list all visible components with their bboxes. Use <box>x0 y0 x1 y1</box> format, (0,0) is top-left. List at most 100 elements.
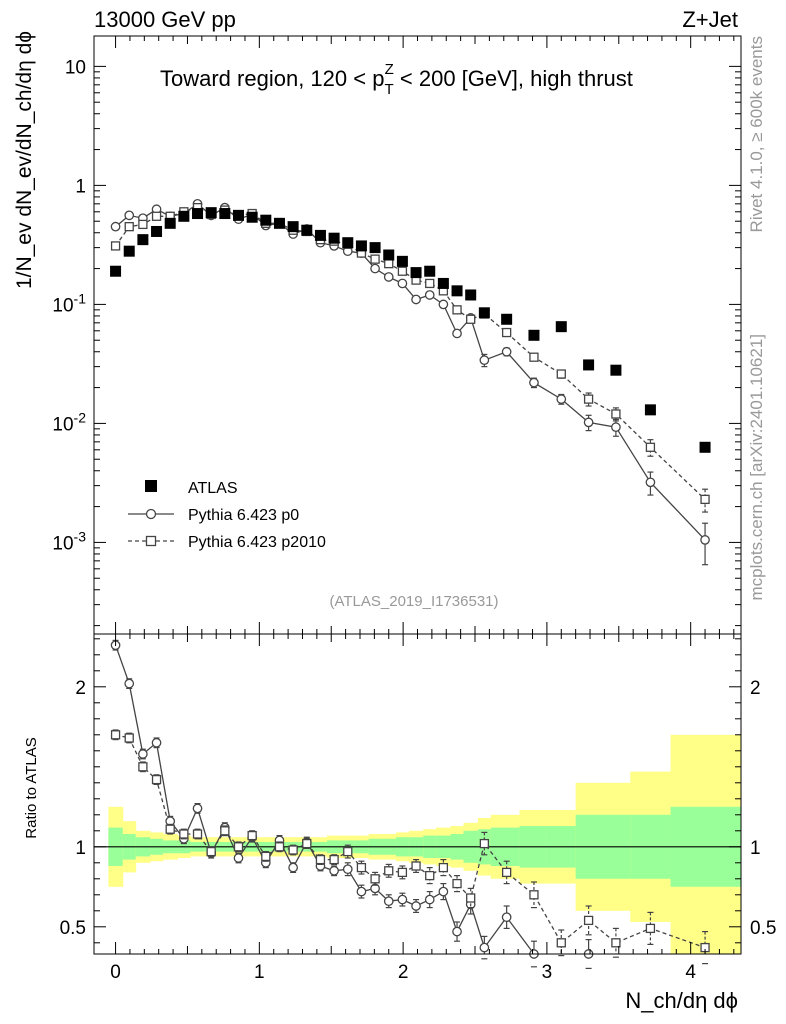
y-tick-exponent: -1 <box>74 290 87 306</box>
y-tick-label: 10-3 <box>52 528 86 554</box>
y-tick-label: 10 <box>65 57 86 78</box>
data-point-atlas <box>555 321 567 333</box>
ratio-point-p2010 <box>206 846 216 857</box>
data-point-p0 <box>529 377 539 388</box>
data-point-atlas <box>232 209 244 221</box>
ratio-y-tick-label-right: 2 <box>750 678 761 699</box>
data-point-p2010 <box>110 241 121 251</box>
header-right: Z+Jet <box>682 7 738 32</box>
data-point-p0 <box>501 346 512 357</box>
data-point-atlas <box>465 289 477 301</box>
data-point-p0 <box>397 278 408 289</box>
x-tick-label: 1 <box>254 962 265 983</box>
title-post: < 200 [GeV], high thrust <box>394 66 633 91</box>
ratio-point-p2010 <box>611 938 621 948</box>
data-point-atlas <box>437 277 449 289</box>
data-point-p2010 <box>645 442 656 452</box>
ratio-point-p0 <box>151 737 162 748</box>
ratio-point-p0 <box>124 678 135 689</box>
data-point-p0 <box>479 355 490 366</box>
ratio-point-p0 <box>383 896 394 907</box>
data-point-p2010 <box>384 258 394 269</box>
data-point-p2010 <box>425 278 435 289</box>
ratio-point-p2010 <box>233 842 244 852</box>
legend-marker-atlas <box>145 480 157 492</box>
data-point-p0 <box>452 328 462 339</box>
data-point-atlas <box>583 359 595 371</box>
ratio-point-p2010 <box>501 867 512 878</box>
x-axis-label: N_ch/dη dϕ <box>625 988 738 1013</box>
y-tick-base: 10 <box>52 533 73 554</box>
data-point-p0 <box>438 299 449 310</box>
data-point-atlas <box>528 329 540 341</box>
data-point-atlas <box>273 217 285 229</box>
legend: ATLAS Pythia 6.423 p0 Pythia 6.423 p2010 <box>128 480 326 551</box>
ratio-point-p2010 <box>179 829 189 839</box>
ratio-point-p2010 <box>329 854 339 865</box>
ratio-point-p2010 <box>356 862 367 873</box>
data-point-p0 <box>583 417 594 428</box>
ratio-y-tick-label-left: 0.5 <box>60 918 86 939</box>
ratio-point-p2010 <box>529 890 539 900</box>
x-tick-label: 0 <box>110 962 121 983</box>
ratio-point-p2010 <box>438 862 449 873</box>
data-point-p0 <box>700 535 710 545</box>
data-point-p0 <box>424 290 435 300</box>
data-point-p0 <box>110 221 121 232</box>
ratio-point-p2010 <box>165 824 175 834</box>
ratio-point-p2010 <box>479 838 490 849</box>
data-point-atlas <box>314 229 326 241</box>
legend-label-atlas: ATLAS <box>188 480 238 497</box>
data-point-p2010 <box>556 369 566 379</box>
ratio-point-p0 <box>424 894 435 905</box>
data-point-atlas <box>410 267 422 279</box>
data-point-atlas <box>644 404 656 416</box>
y-tick-label: 1 <box>75 176 86 197</box>
data-point-p2010 <box>501 327 512 338</box>
y-axis-label: 1/N_ev dN_ev/dN_ch/dη dϕ <box>13 31 36 289</box>
ratio-point-p2010 <box>583 915 594 926</box>
ratio-point-p2010 <box>343 846 353 857</box>
y-axis-label-text: 1/N_ev dN_ev/dN_ch/dη dϕ <box>13 31 36 289</box>
ratio-point-p0 <box>397 894 408 905</box>
data-point-p0 <box>383 272 394 282</box>
ratio-point-p2010 <box>288 845 298 855</box>
data-point-p2010 <box>529 352 539 362</box>
ratio-point-p0 <box>411 901 421 911</box>
ratio-point-p2010 <box>452 878 462 889</box>
ratio-point-p2010 <box>411 861 421 871</box>
data-point-p0 <box>556 394 567 404</box>
ratio-point-p0 <box>342 864 353 875</box>
data-point-p2010 <box>466 314 476 324</box>
data-point-atlas <box>246 211 258 223</box>
data-point-p2010 <box>151 211 162 221</box>
ratio-y-tick-label-right: 1 <box>750 838 761 859</box>
ratio-point-p2010 <box>315 854 326 865</box>
data-point-atlas <box>151 225 163 237</box>
side-label-mcplots: mcplots.cern.ch [arXiv:2401.10621] <box>747 334 766 600</box>
data-point-p0 <box>124 210 135 221</box>
legend-label-p2010: Pythia 6.423 p2010 <box>188 534 326 551</box>
data-point-atlas <box>219 208 231 220</box>
data-point-atlas <box>328 232 340 244</box>
ratio-point-p2010 <box>370 874 380 884</box>
data-point-atlas <box>301 224 313 236</box>
ratio-point-p0 <box>192 803 203 814</box>
data-point-p2010 <box>611 409 621 419</box>
ratio-y-tick-label-right: 0.5 <box>750 918 776 939</box>
ratio-point-p0 <box>438 886 449 897</box>
data-point-atlas <box>260 214 272 226</box>
title-sub: T <box>384 81 393 98</box>
data-point-atlas <box>478 307 490 319</box>
data-point-p2010 <box>138 219 148 230</box>
data-point-atlas <box>178 210 190 222</box>
y-tick-exponent: -2 <box>74 409 87 425</box>
ratio-point-p2010 <box>274 842 285 852</box>
data-point-atlas <box>424 265 436 277</box>
x-tick-label: 2 <box>398 962 409 983</box>
ratio-point-p2010 <box>124 733 134 743</box>
data-point-atlas <box>342 237 354 249</box>
data-point-p2010 <box>370 254 380 264</box>
y-tick-label: 10-1 <box>52 290 86 316</box>
